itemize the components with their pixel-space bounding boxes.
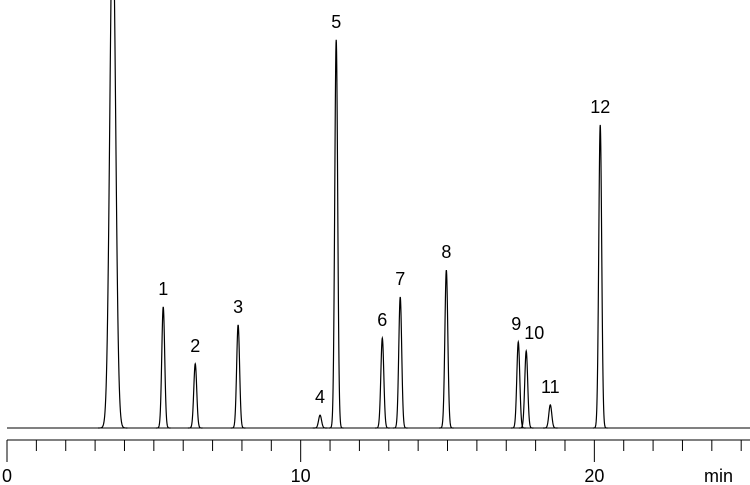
peak-label: 6 bbox=[377, 310, 387, 330]
peak-label: 4 bbox=[315, 387, 325, 407]
x-tick-label: 20 bbox=[584, 466, 604, 485]
peak-label: 5 bbox=[331, 12, 341, 32]
peak bbox=[592, 124, 608, 429]
peak bbox=[439, 269, 454, 429]
peak bbox=[98, 0, 128, 429]
peak-label: 10 bbox=[524, 323, 544, 343]
peak-label: 2 bbox=[190, 336, 200, 356]
peak bbox=[312, 414, 328, 429]
peak-label: 7 bbox=[395, 269, 405, 289]
peak bbox=[374, 335, 390, 429]
peak bbox=[230, 324, 246, 429]
peak bbox=[155, 306, 171, 429]
x-tick-label: 10 bbox=[291, 466, 311, 485]
peak-label: 3 bbox=[233, 297, 243, 317]
peak-label: 1 bbox=[158, 279, 168, 299]
peak bbox=[328, 39, 344, 429]
peak-label: 12 bbox=[590, 97, 610, 117]
peak bbox=[510, 339, 526, 429]
peak-label: 8 bbox=[441, 242, 451, 262]
x-unit: min bbox=[704, 466, 733, 485]
x-tick-label: 0 bbox=[2, 466, 12, 485]
peak bbox=[518, 348, 534, 429]
peak bbox=[392, 296, 408, 429]
peak bbox=[187, 362, 203, 429]
peak-label: 9 bbox=[511, 314, 521, 334]
peak-label: 11 bbox=[541, 377, 560, 397]
peak bbox=[542, 404, 558, 429]
